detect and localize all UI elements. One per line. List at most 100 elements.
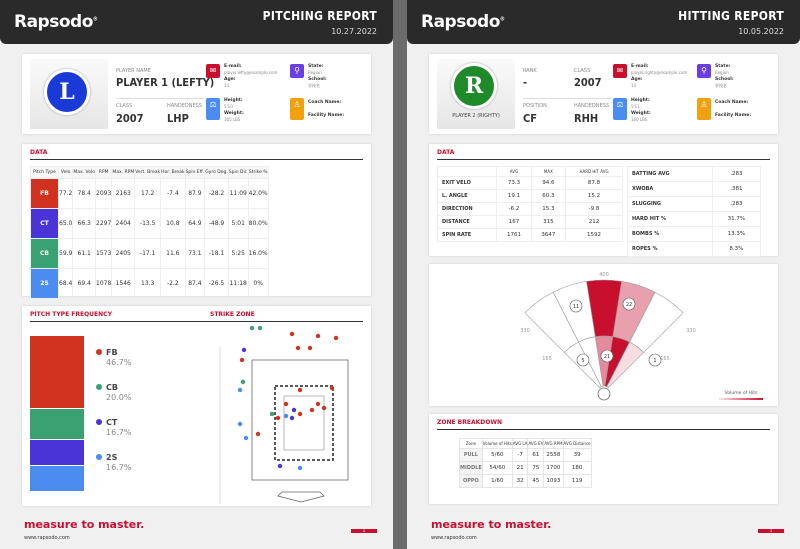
age-value: 14 xyxy=(224,83,230,88)
pitch-data-table: Pitch Type Velo Max. Velo RPM Max. RPM Vert. … xyxy=(30,166,269,299)
table-cell: -6.2 xyxy=(496,202,532,216)
column-header: Gyro Deg. xyxy=(204,166,229,179)
pitch-point xyxy=(283,401,289,407)
zone-breakdown-card: ZONE BREAKDOWN Zone Volume of Hits AVG LA A… xyxy=(429,414,778,504)
divider xyxy=(437,429,770,430)
position-label: POSITION xyxy=(523,103,547,109)
pitch-point xyxy=(255,431,261,437)
hit-count-marker xyxy=(569,299,583,313)
hit-count-marker xyxy=(648,353,662,367)
column-header: Max. RPM xyxy=(111,166,136,179)
table-row: MIDDLE 54/60 21 75 1700 180 xyxy=(459,461,592,475)
table-cell: 17.2 xyxy=(134,178,162,209)
pitch-data-card: DATA Pitch Type Velo Max. Velo RPM Max. RPM V… xyxy=(22,144,371,299)
table-cell: 2297 xyxy=(95,208,113,239)
distance-label: 165 xyxy=(542,356,552,362)
table-row: BOMBS % 13.3% xyxy=(627,226,762,242)
school-value: 学校名 xyxy=(715,83,727,88)
table-cell: 73.1 xyxy=(184,238,206,269)
state-label: State: xyxy=(715,64,731,69)
player-hand: LHP xyxy=(167,112,189,125)
column-header xyxy=(436,166,498,177)
table-cell: MIDDLE xyxy=(459,461,483,475)
table-cell: DIRECTION xyxy=(436,202,498,216)
table-cell: 75 xyxy=(527,461,545,475)
school-label: School: xyxy=(715,77,734,82)
table-cell: 2093 xyxy=(95,178,113,209)
batting-stat-value: .283 xyxy=(711,166,762,182)
table-cell: -7 xyxy=(511,448,529,462)
table-cell: 66.3 xyxy=(72,208,97,239)
column-header: AVG Distance xyxy=(562,438,592,449)
table-row: BATTING AVG .283 xyxy=(627,166,762,182)
hit-count-label: 1 xyxy=(653,358,656,364)
hand-label: HANDEDNESS xyxy=(167,103,203,109)
player-card: R PLAYER 2 (RIGHTY) RANK - CLASS 2007 PO… xyxy=(429,54,778,134)
coach-label: Coach Name: xyxy=(715,100,749,105)
email-value: player.righty@example.com xyxy=(631,70,688,75)
pitch-point xyxy=(297,387,303,393)
school-label: School: xyxy=(308,77,327,82)
table-cell: 87.8 xyxy=(565,176,623,190)
pitch-point xyxy=(283,413,289,419)
table-row: EXIT VELO 73.3 94.6 87.8 xyxy=(436,176,623,190)
legend-swatch xyxy=(96,384,102,390)
table-cell: 87.9 xyxy=(184,178,206,209)
distance-label: 165 xyxy=(660,356,670,362)
table-cell: 87.4 xyxy=(184,268,206,299)
pitch-type-cell: FB xyxy=(30,178,59,209)
pitch-point xyxy=(289,331,295,337)
report-date: 10.05.2022 xyxy=(738,27,784,36)
table-cell: 5/60 xyxy=(481,448,513,462)
hit-data-card: DATA AVG MAX HARD HIT AVG EXIT VELO 73.3 94.… xyxy=(429,144,778,257)
strike-zone-box xyxy=(274,385,334,461)
state-label: State: xyxy=(308,64,324,69)
table-cell: -13.5 xyxy=(134,208,162,239)
hit-count-marker xyxy=(600,349,614,363)
column-header: Volume of Hits xyxy=(481,438,513,449)
hand-label: HANDEDNESS xyxy=(574,103,610,109)
report-header: Rapsodo® HITTING REPORT 10.05.2022 xyxy=(407,0,800,44)
hit-count-marker xyxy=(622,297,636,311)
player-card: L PLAYER NAME PLAYER 1 (LEFTY) CLASS 200… xyxy=(22,54,371,134)
rank-label: RANK xyxy=(523,68,537,74)
table-cell: 61.1 xyxy=(72,238,97,269)
hit-count-label: 22 xyxy=(626,302,632,308)
player-name: PLAYER 1 (LEFTY) xyxy=(116,76,215,89)
column-header: AVG EV xyxy=(527,438,545,449)
legend-type: 2S xyxy=(106,453,118,462)
divider xyxy=(437,159,770,160)
frequency-segment xyxy=(30,408,84,440)
email-label: E-mail: xyxy=(224,64,242,69)
player-rank: - xyxy=(523,76,528,89)
column-header: Spin Dir. xyxy=(227,166,249,179)
player-class: 2007 xyxy=(574,76,602,89)
hitting-report-page: Rapsodo® HITTING REPORT 10.05.2022 R PLA… xyxy=(407,0,800,549)
table-cell: 19.1 xyxy=(496,189,532,203)
rapsodo-logo: Rapsodo® xyxy=(421,12,505,32)
pitch-point xyxy=(277,463,283,469)
distance-label: 330 xyxy=(686,328,696,334)
legend-swatch xyxy=(96,419,102,425)
table-cell: 119 xyxy=(562,474,592,488)
table-row: L. ANGLE 19.1 60.3 15.2 xyxy=(436,189,623,203)
table-cell: 68.4 xyxy=(57,268,74,299)
table-row: SPIN RATE 1761 3647 1592 xyxy=(436,228,623,242)
home-plate-marker xyxy=(597,387,611,401)
table-cell: 80.0% xyxy=(247,208,269,239)
height-weight-icon: ⚖ xyxy=(206,98,220,120)
table-cell: OPPO xyxy=(459,474,483,488)
column-header: AVG RPM xyxy=(543,438,564,449)
batting-stat-label: BATTING AVG xyxy=(627,166,713,182)
pitch-point xyxy=(239,357,245,363)
divider xyxy=(116,98,204,99)
player-class: 2007 xyxy=(116,112,144,125)
table-row: FB 77.2 78.4 2093 2163 17.2 -7.4 87.9 -28.2 11:09… xyxy=(30,178,269,209)
table-cell: 94.6 xyxy=(530,176,567,190)
pitch-point xyxy=(295,345,301,351)
table-cell: 15.2 xyxy=(565,189,623,203)
data-title: DATA xyxy=(30,149,48,156)
footer-url: www.rapsodo.com xyxy=(24,535,70,541)
report-body: L PLAYER NAME PLAYER 1 (LEFTY) CLASS 200… xyxy=(0,44,393,549)
location-pin-icon: ⚲ xyxy=(290,64,304,78)
